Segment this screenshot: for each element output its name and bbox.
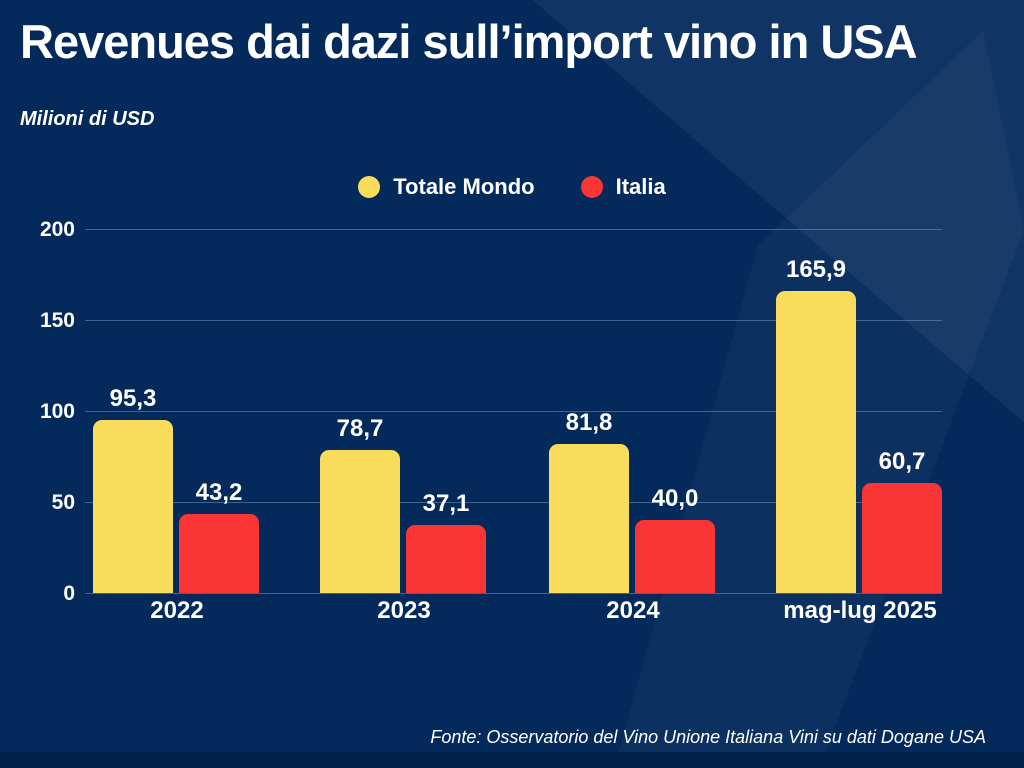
x-axis-category-label: mag-lug 2025	[783, 597, 937, 624]
bar-value-label: 95,3	[109, 385, 157, 412]
bottom-accent-stripe	[0, 752, 1024, 768]
bar-totale-mondo-2024	[549, 444, 629, 593]
gridline-y-150	[85, 320, 942, 321]
gridline-y-100	[85, 411, 942, 412]
gridline-y-200	[85, 229, 942, 230]
bar-italia-2024	[635, 520, 715, 593]
source-credit: Fonte: Osservatorio del Vino Unione Ital…	[430, 727, 986, 747]
y-axis-tick-label: 200	[39, 218, 75, 241]
x-axis-category-label: 2023	[377, 597, 431, 624]
legend-item-label: Italia	[615, 174, 666, 199]
bar-italia-2023	[406, 525, 486, 593]
bar-value-label: 40,0	[651, 485, 699, 512]
legend-color-dot-icon	[580, 176, 603, 198]
bar-italia-2022	[179, 514, 259, 593]
bar-totale-mondo-2023	[320, 450, 400, 593]
bar-value-label: 81,8	[565, 409, 613, 436]
bar-value-label: 43,2	[195, 479, 243, 506]
gridline-y-50	[85, 502, 942, 503]
legend-color-dot-icon	[358, 176, 381, 198]
chart-legend: Totale Mondo Italia	[0, 174, 1024, 200]
bar-italia-mag-lug 2025	[862, 483, 942, 593]
bar-totale-mondo-2022	[93, 420, 173, 593]
x-axis-category-label: 2022	[150, 597, 204, 624]
gridline-y-0	[85, 593, 942, 594]
bar-totale-mondo-mag-lug 2025	[776, 291, 856, 593]
bar-value-label: 60,7	[878, 448, 926, 475]
bar-value-label: 37,1	[422, 490, 470, 517]
bar-value-label: 78,7	[336, 415, 384, 442]
x-axis-category-label: 2024	[606, 597, 660, 624]
page-title: Revenues dai dazi sull’import vino in US…	[20, 15, 918, 68]
y-axis-tick-label: 150	[39, 309, 75, 332]
y-axis-tick-label: 0	[63, 582, 75, 605]
legend-item-italia: Italia	[580, 174, 666, 200]
axis-units-label: Milioni di USD	[20, 108, 155, 130]
y-axis-tick-label: 50	[51, 491, 75, 514]
y-axis-tick-label: 100	[39, 400, 75, 423]
bar-value-label: 165,9	[785, 256, 847, 283]
legend-item-label: Totale Mondo	[393, 174, 535, 199]
legend-item-totale-mondo: Totale Mondo	[358, 174, 535, 200]
